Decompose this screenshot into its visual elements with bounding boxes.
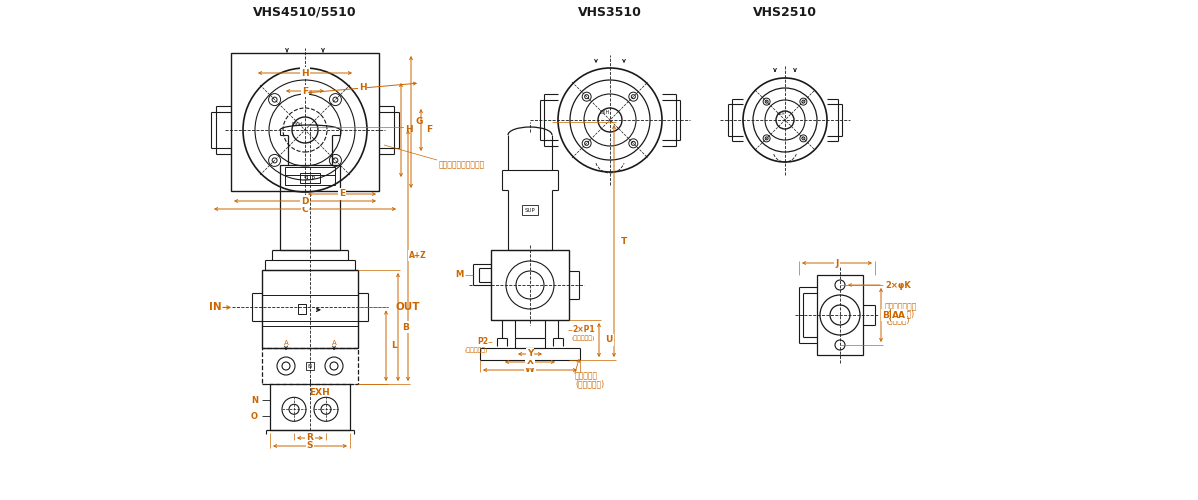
Bar xyxy=(305,362,314,370)
Text: 2×φK: 2×φK xyxy=(885,280,910,289)
Text: AA: AA xyxy=(893,310,906,320)
Text: (オプション): (オプション) xyxy=(885,310,914,318)
Text: F: F xyxy=(426,126,432,134)
Text: H: H xyxy=(358,84,367,92)
Text: W: W xyxy=(525,366,536,374)
Bar xyxy=(262,348,358,384)
Text: H: H xyxy=(301,68,309,78)
Text: F: F xyxy=(302,86,308,96)
Text: A: A xyxy=(284,340,289,346)
Text: EXH: EXH xyxy=(776,112,785,116)
Text: (管接続口径): (管接続口径) xyxy=(571,335,595,341)
Text: Y: Y xyxy=(527,350,533,358)
Text: SUP: SUP xyxy=(304,176,316,180)
Text: ブラケット: ブラケット xyxy=(575,372,598,380)
Text: D: D xyxy=(301,196,309,205)
Text: VHS2510: VHS2510 xyxy=(754,6,817,18)
Bar xyxy=(280,165,340,250)
Bar xyxy=(300,173,320,183)
Text: S: S xyxy=(307,442,313,450)
Bar xyxy=(491,250,569,320)
Text: B: B xyxy=(308,364,313,368)
Text: EXH: EXH xyxy=(309,388,331,397)
Text: EXH: EXH xyxy=(600,110,610,114)
Text: A: A xyxy=(332,340,337,346)
Text: M: M xyxy=(455,270,462,279)
Text: R: R xyxy=(307,434,314,442)
Bar xyxy=(285,167,335,185)
Text: SUP: SUP xyxy=(525,208,536,212)
Text: B: B xyxy=(403,322,410,332)
Text: (オプション): (オプション) xyxy=(575,380,604,388)
Text: (管接続口径): (管接続口径) xyxy=(465,347,488,353)
Text: E: E xyxy=(339,190,345,198)
Bar xyxy=(298,304,305,314)
Text: 残圧排気時間取付位置: 残圧排気時間取付位置 xyxy=(438,160,485,170)
Text: VHS3510: VHS3510 xyxy=(579,6,642,18)
Text: A+Z: A+Z xyxy=(410,251,426,260)
Text: VHS4510/5510: VHS4510/5510 xyxy=(253,6,357,18)
Text: IN: IN xyxy=(210,302,222,312)
Text: C: C xyxy=(302,204,308,214)
Bar xyxy=(817,275,863,355)
Text: (六角対応): (六角対応) xyxy=(885,316,909,324)
Text: N: N xyxy=(252,396,258,404)
Text: J: J xyxy=(835,258,839,268)
Text: L: L xyxy=(391,341,397,350)
Text: OUT: OUT xyxy=(397,302,420,312)
Text: BB: BB xyxy=(882,310,896,320)
Bar xyxy=(262,270,358,348)
Text: EXH: EXH xyxy=(291,122,303,128)
Bar xyxy=(231,53,379,191)
Bar xyxy=(270,384,350,430)
Text: P2: P2 xyxy=(477,338,488,346)
Text: H: H xyxy=(405,126,413,134)
Bar xyxy=(522,205,538,215)
Text: 2×P1: 2×P1 xyxy=(571,326,594,334)
Text: サイレンサ内蔵: サイレンサ内蔵 xyxy=(885,302,918,312)
Text: G: G xyxy=(416,118,423,126)
Text: X: X xyxy=(526,358,533,366)
Text: O: O xyxy=(252,412,258,420)
Text: U: U xyxy=(605,336,612,344)
Text: T: T xyxy=(621,236,627,246)
